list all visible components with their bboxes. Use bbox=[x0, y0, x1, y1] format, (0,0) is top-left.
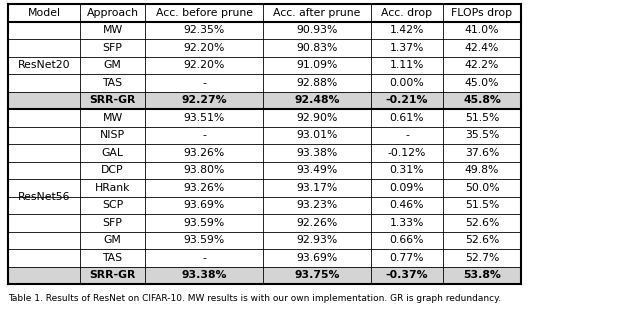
Text: 93.51%: 93.51% bbox=[184, 113, 225, 123]
Text: 92.26%: 92.26% bbox=[296, 218, 338, 228]
Text: SRR-GR: SRR-GR bbox=[90, 95, 136, 105]
Text: 92.48%: 92.48% bbox=[294, 95, 340, 105]
Text: 93.59%: 93.59% bbox=[184, 218, 225, 228]
Text: -: - bbox=[202, 130, 206, 140]
Text: Acc. drop: Acc. drop bbox=[381, 8, 433, 18]
Text: -0.37%: -0.37% bbox=[386, 270, 428, 280]
Text: 52.6%: 52.6% bbox=[465, 218, 499, 228]
Text: 0.31%: 0.31% bbox=[390, 165, 424, 175]
Text: 0.00%: 0.00% bbox=[390, 78, 424, 88]
Text: 92.93%: 92.93% bbox=[296, 235, 338, 245]
Text: FLOPs drop: FLOPs drop bbox=[451, 8, 513, 18]
Text: MW: MW bbox=[102, 25, 123, 35]
Text: -: - bbox=[405, 130, 409, 140]
Text: HRank: HRank bbox=[95, 183, 131, 193]
Text: 92.88%: 92.88% bbox=[296, 78, 338, 88]
Text: ResNet20: ResNet20 bbox=[18, 60, 70, 70]
Text: Table 1. Results of ResNet on CIFAR-10. MW results is with our own implementatio: Table 1. Results of ResNet on CIFAR-10. … bbox=[8, 294, 501, 303]
Text: 45.0%: 45.0% bbox=[465, 78, 499, 88]
Text: 1.42%: 1.42% bbox=[390, 25, 424, 35]
Text: 93.75%: 93.75% bbox=[294, 270, 340, 280]
Text: 93.80%: 93.80% bbox=[183, 165, 225, 175]
Text: 45.8%: 45.8% bbox=[463, 95, 501, 105]
Text: SFP: SFP bbox=[102, 218, 122, 228]
Text: 93.26%: 93.26% bbox=[184, 183, 225, 193]
Bar bbox=[8, 92, 521, 109]
Text: 52.7%: 52.7% bbox=[465, 253, 499, 263]
Text: SRR-GR: SRR-GR bbox=[90, 270, 136, 280]
Bar bbox=[8, 266, 521, 284]
Text: 1.37%: 1.37% bbox=[390, 43, 424, 53]
Text: Model: Model bbox=[28, 8, 61, 18]
Text: SFP: SFP bbox=[102, 43, 122, 53]
Text: 1.33%: 1.33% bbox=[390, 218, 424, 228]
Text: ResNet56: ResNet56 bbox=[18, 192, 70, 201]
Text: 93.69%: 93.69% bbox=[296, 253, 338, 263]
Text: SCP: SCP bbox=[102, 200, 123, 210]
Text: 41.0%: 41.0% bbox=[465, 25, 499, 35]
Text: 53.8%: 53.8% bbox=[463, 270, 501, 280]
Text: 93.49%: 93.49% bbox=[296, 165, 338, 175]
Text: 42.4%: 42.4% bbox=[465, 43, 499, 53]
Text: 51.5%: 51.5% bbox=[465, 200, 499, 210]
Text: 0.66%: 0.66% bbox=[390, 235, 424, 245]
Text: 0.46%: 0.46% bbox=[390, 200, 424, 210]
Text: GM: GM bbox=[104, 60, 122, 70]
Text: 49.8%: 49.8% bbox=[465, 165, 499, 175]
Text: 90.93%: 90.93% bbox=[296, 25, 338, 35]
Text: -0.12%: -0.12% bbox=[388, 148, 426, 158]
Text: 42.2%: 42.2% bbox=[465, 60, 499, 70]
Text: -: - bbox=[202, 78, 206, 88]
Text: 37.6%: 37.6% bbox=[465, 148, 499, 158]
Text: GM: GM bbox=[104, 235, 122, 245]
Text: 92.35%: 92.35% bbox=[184, 25, 225, 35]
Text: -: - bbox=[202, 253, 206, 263]
Text: NISP: NISP bbox=[100, 130, 125, 140]
Text: 50.0%: 50.0% bbox=[465, 183, 499, 193]
Text: 92.20%: 92.20% bbox=[183, 43, 225, 53]
Text: 92.27%: 92.27% bbox=[181, 95, 227, 105]
Text: 35.5%: 35.5% bbox=[465, 130, 499, 140]
Text: 93.38%: 93.38% bbox=[296, 148, 338, 158]
Text: TAS: TAS bbox=[102, 78, 123, 88]
Text: 91.09%: 91.09% bbox=[296, 60, 338, 70]
Text: 0.77%: 0.77% bbox=[390, 253, 424, 263]
Text: DCP: DCP bbox=[101, 165, 124, 175]
Text: Acc. before prune: Acc. before prune bbox=[156, 8, 253, 18]
Text: 0.09%: 0.09% bbox=[390, 183, 424, 193]
Text: -0.21%: -0.21% bbox=[386, 95, 428, 105]
Text: Approach: Approach bbox=[86, 8, 138, 18]
Text: 1.11%: 1.11% bbox=[390, 60, 424, 70]
Text: 92.90%: 92.90% bbox=[296, 113, 338, 123]
Text: 92.20%: 92.20% bbox=[183, 60, 225, 70]
Text: 93.23%: 93.23% bbox=[296, 200, 338, 210]
Text: 0.61%: 0.61% bbox=[390, 113, 424, 123]
Text: 93.69%: 93.69% bbox=[184, 200, 225, 210]
Text: GAL: GAL bbox=[102, 148, 124, 158]
Text: Acc. after prune: Acc. after prune bbox=[273, 8, 361, 18]
Text: TAS: TAS bbox=[102, 253, 123, 263]
Text: 93.17%: 93.17% bbox=[296, 183, 338, 193]
Text: 52.6%: 52.6% bbox=[465, 235, 499, 245]
Text: 90.83%: 90.83% bbox=[296, 43, 338, 53]
Text: 93.01%: 93.01% bbox=[296, 130, 338, 140]
Text: 93.59%: 93.59% bbox=[184, 235, 225, 245]
Text: 93.26%: 93.26% bbox=[184, 148, 225, 158]
Text: 93.38%: 93.38% bbox=[181, 270, 227, 280]
Text: 51.5%: 51.5% bbox=[465, 113, 499, 123]
Text: MW: MW bbox=[102, 113, 123, 123]
